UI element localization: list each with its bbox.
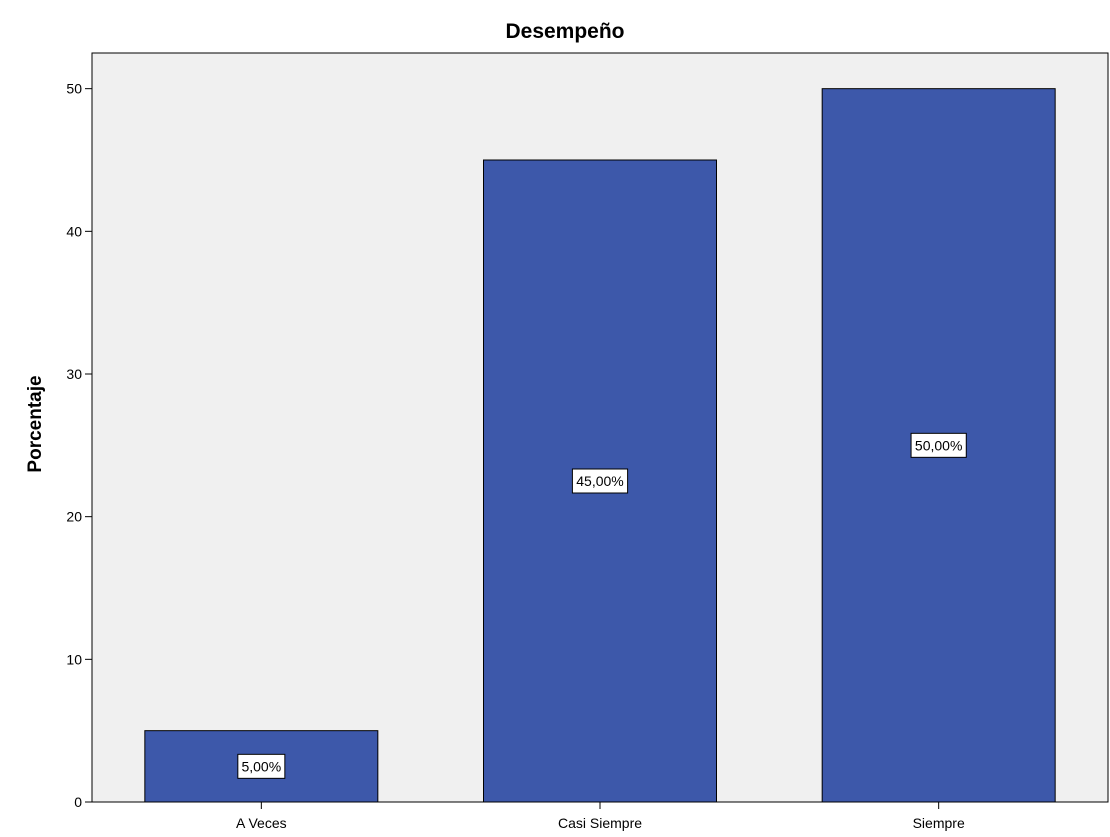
data-label-box — [237, 753, 286, 779]
y-tick-label: 50 — [66, 81, 82, 97]
x-tick-label: Casi Siempre — [558, 815, 642, 831]
y-tick-label: 20 — [66, 509, 82, 525]
data-label-box — [910, 432, 967, 458]
x-tick-label: Siempre — [913, 815, 965, 831]
data-label: 45,00% — [576, 473, 623, 489]
y-tick-label: 30 — [66, 366, 82, 382]
y-tick-label: 10 — [66, 651, 82, 667]
y-axis: 0 10 20 30 40 50 — [66, 81, 92, 810]
chart-title: Desempeño — [505, 20, 624, 43]
y-tick-label: 0 — [74, 794, 82, 810]
data-label: 50,00% — [915, 437, 962, 453]
x-tick-label: A Veces — [236, 815, 287, 831]
data-label-box — [571, 468, 629, 494]
bars: 5,00% 45,00% 50,00% — [144, 88, 1056, 803]
x-axis: A Veces Casi Siempre Siempre — [236, 802, 965, 831]
y-tick-label: 40 — [66, 223, 82, 239]
y-axis-label: Porcentaje — [25, 375, 46, 472]
data-label: 5,00% — [241, 758, 281, 774]
